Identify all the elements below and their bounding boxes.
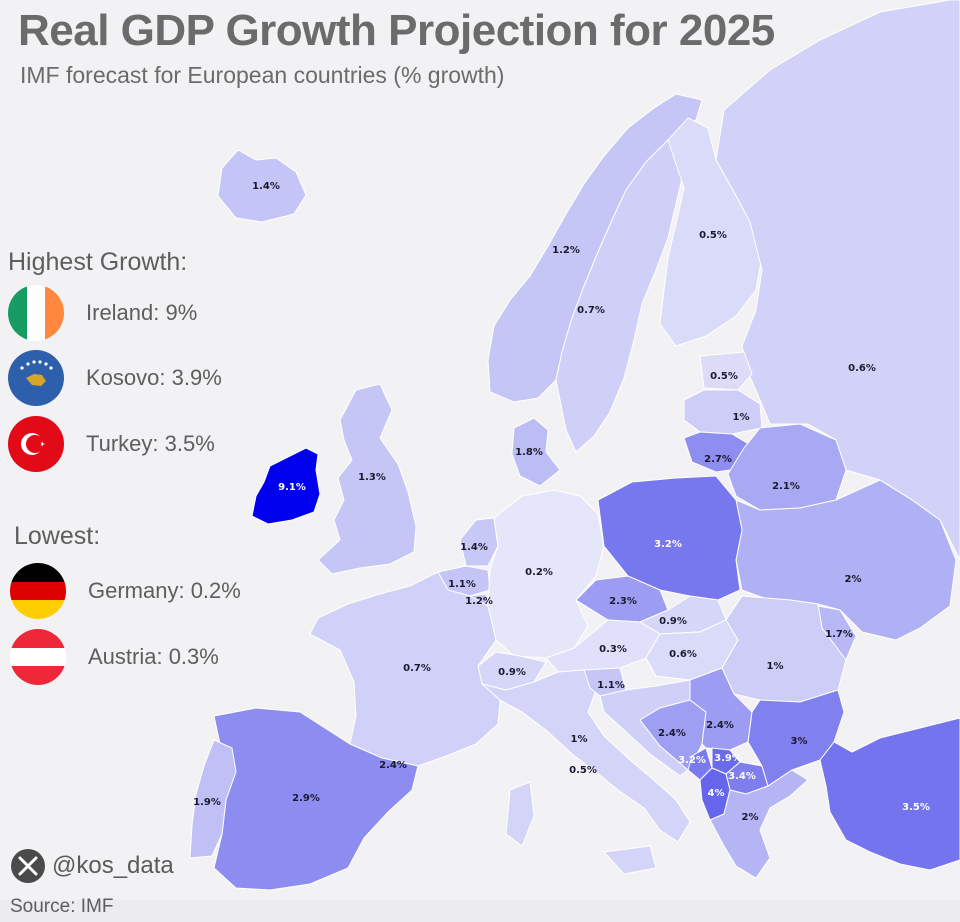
label-sweden: 0.7% xyxy=(577,305,605,316)
country-turkey xyxy=(819,717,960,871)
x-logo-icon xyxy=(11,849,45,883)
label-ukraine: 2% xyxy=(845,574,862,585)
label-portugal: 1.9% xyxy=(193,797,221,808)
island-sardinia xyxy=(505,781,535,847)
author-credit: @kos_data xyxy=(10,848,174,884)
legend-highest-heading: Highest Growth: xyxy=(8,248,188,276)
legend-text-austria: Austria: 0.3% xyxy=(88,644,219,669)
label-albania: 4% xyxy=(708,788,725,799)
country-sweden xyxy=(555,139,685,453)
kosovo-flag-icon xyxy=(8,350,64,406)
legend-lowest-heading: Lowest: xyxy=(14,522,101,550)
label-andorra: 2.4% xyxy=(379,760,407,771)
austria-flag-icon xyxy=(10,629,66,685)
label-slovenia: 1.1% xyxy=(597,680,625,691)
legend-item-turkey: Turkey: 3.5% xyxy=(8,415,215,473)
label-norway: 1.2% xyxy=(552,245,580,256)
map-value-labels: 1.4% 9.1% 1.3% 1.2% 0.7% 0.5% 0.5% 1% 2.… xyxy=(193,181,930,823)
country-greece xyxy=(709,769,809,879)
label-latvia: 1% xyxy=(733,412,750,423)
label-netherlands: 1.4% xyxy=(460,542,488,553)
country-iceland xyxy=(217,149,307,223)
legend-item-kosovo: Kosovo: 3.9% xyxy=(8,349,222,407)
label-lithuania: 2.7% xyxy=(704,454,732,465)
island-sicily xyxy=(602,845,657,875)
country-italy xyxy=(481,669,691,843)
legend-item-austria: Austria: 0.3% xyxy=(10,628,219,686)
legend-text-kosovo: Kosovo: 3.9% xyxy=(86,365,222,390)
label-france: 0.7% xyxy=(403,663,431,674)
label-switzerland: 0.9% xyxy=(498,667,526,678)
country-denmark xyxy=(511,417,561,487)
legend-item-germany: Germany: 0.2% xyxy=(10,562,241,620)
label-czechia: 2.3% xyxy=(609,596,637,607)
label-russia: 0.6% xyxy=(848,363,876,374)
legend-text-turkey: Turkey: 3.5% xyxy=(86,431,215,456)
country-uk xyxy=(317,383,417,575)
label-belarus: 2.1% xyxy=(772,481,800,492)
country-latvia xyxy=(683,389,763,435)
legend-item-ireland: Ireland: 9% xyxy=(8,284,197,342)
page-subtitle: IMF forecast for European countries (% g… xyxy=(20,62,505,88)
page-title: Real GDP Growth Projection for 2025 xyxy=(18,6,775,55)
country-germany xyxy=(487,489,605,659)
label-montenegro: 3.2% xyxy=(678,755,706,766)
label-slovakia: 0.9% xyxy=(659,616,687,627)
turkey-flag-icon xyxy=(8,416,64,472)
country-estonia xyxy=(699,351,753,391)
label-austria: 0.3% xyxy=(599,644,627,655)
label-greece: 2% xyxy=(742,812,759,823)
label-denmark: 1.8% xyxy=(515,447,543,458)
label-kosovo: 3.9% xyxy=(714,753,742,764)
label-iceland: 1.4% xyxy=(252,181,280,192)
label-serbia: 2.4% xyxy=(706,720,734,731)
label-romania: 1% xyxy=(767,661,784,672)
country-finland xyxy=(659,117,763,347)
label-italy-south: 0.5% xyxy=(569,765,597,776)
label-croatia: 1% xyxy=(571,734,588,745)
label-estonia: 0.5% xyxy=(710,371,738,382)
label-poland: 3.2% xyxy=(654,539,682,550)
germany-flag-icon xyxy=(10,563,66,619)
label-spain: 2.9% xyxy=(292,793,320,804)
label-ireland: 9.1% xyxy=(278,482,306,493)
label-finland: 0.5% xyxy=(699,230,727,241)
label-turkey: 3.5% xyxy=(902,802,930,813)
country-belarus xyxy=(727,423,847,511)
label-bulgaria: 3% xyxy=(791,736,808,747)
label-belgium: 1.1% xyxy=(448,579,476,590)
label-germany: 0.2% xyxy=(525,567,553,578)
label-hungary: 0.6% xyxy=(669,649,697,660)
label-luxembourg: 1.2% xyxy=(465,596,493,607)
ireland-flag-icon xyxy=(8,285,64,341)
label-bosnia: 2.4% xyxy=(658,728,686,739)
legend-text-ireland: Ireland: 9% xyxy=(86,300,198,325)
country-ireland xyxy=(251,447,321,525)
country-montenegro xyxy=(687,747,713,781)
source-text: Source: IMF xyxy=(10,896,114,917)
country-portugal xyxy=(189,739,237,859)
label-uk: 1.3% xyxy=(358,472,386,483)
label-north-macedonia: 3.4% xyxy=(728,771,756,782)
non-europe-land xyxy=(0,900,960,922)
legend-text-germany: Germany: 0.2% xyxy=(88,578,241,603)
author-handle: @kos_data xyxy=(52,852,174,879)
label-moldova: 1.7% xyxy=(825,629,853,640)
